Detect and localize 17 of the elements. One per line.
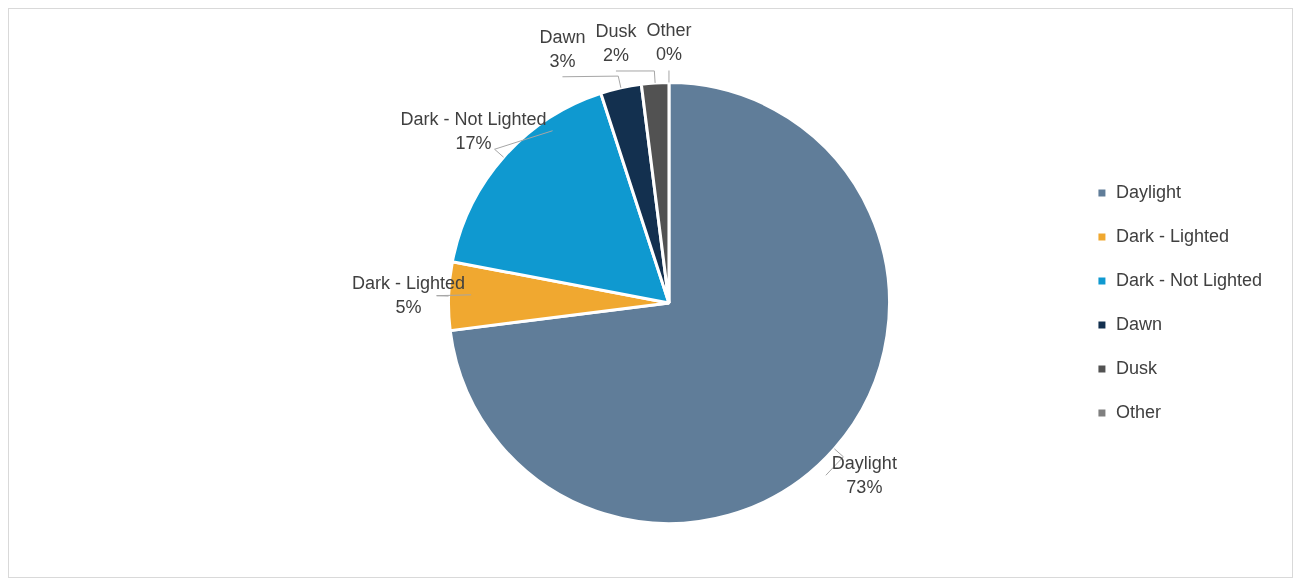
- text: 0%: [655, 44, 682, 65]
- legend-label: Dusk: [1115, 357, 1158, 378]
- slice-label: Dark - Not Lighted: [400, 108, 547, 129]
- data-label: 73%: [846, 477, 883, 498]
- data-label: 2%: [602, 44, 629, 65]
- data-label: 5%: [395, 296, 422, 317]
- legend-label: Other: [1115, 401, 1161, 422]
- data-label: 17%: [455, 132, 492, 153]
- legend-label: Dark - Not Lighted: [1115, 269, 1263, 290]
- legend-label: Dawn: [1115, 313, 1162, 334]
- slice-label: Dawn: [539, 26, 586, 47]
- slice-label: Daylight: [831, 453, 897, 474]
- legend-label: Daylight: [1115, 181, 1181, 202]
- legend-label: Dark - Lighted: [1115, 225, 1229, 246]
- data-label: 3%: [549, 50, 576, 71]
- slice-label: Dusk: [595, 20, 638, 41]
- category-label: Other: [646, 20, 692, 41]
